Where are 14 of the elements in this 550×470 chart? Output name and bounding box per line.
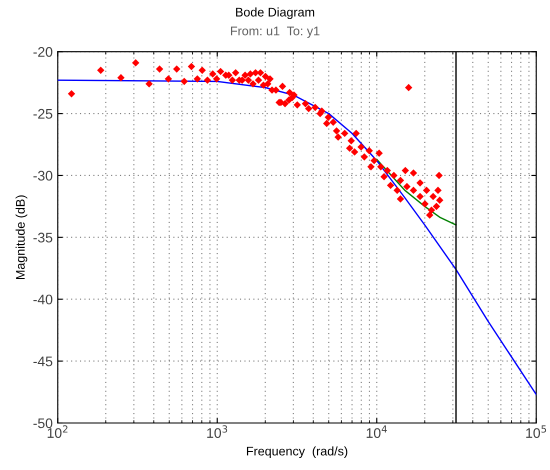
x-tick-label: 10$^{3}$	[207, 425, 228, 438]
x-tick-label: 10$^{4}$	[366, 425, 387, 438]
chart-title: Bode Diagram	[236, 7, 314, 20]
y-axis-title: Magnitude (dB)	[16, 195, 28, 280]
x-axis-title: Frequency (rad/s)	[246, 446, 348, 458]
y-tick-label: -45	[33, 356, 52, 366]
y-tick-label: -20	[33, 47, 52, 57]
y-tick-label: -25	[33, 108, 52, 119]
chart-subtitle: From: u1 To: y1	[230, 26, 320, 38]
x-tick-label: 10$^{5}$	[526, 425, 546, 438]
y-tick-label: -50	[33, 418, 52, 428]
y-tick-label: -35	[33, 232, 52, 243]
y-tick-label: -40	[33, 294, 52, 304]
y-tick-label: -30	[33, 170, 52, 181]
